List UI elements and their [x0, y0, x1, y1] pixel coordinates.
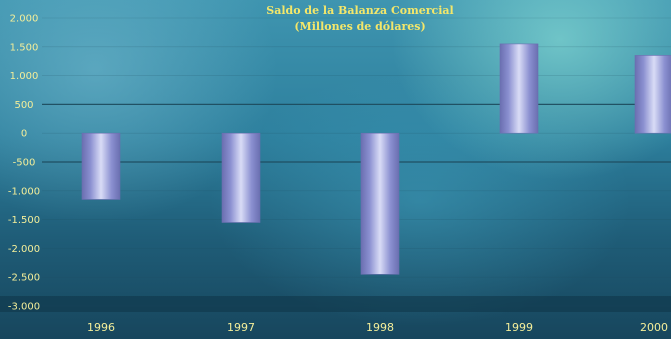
bar-1997 [221, 132, 261, 223]
x-tick-label: 1998 [366, 321, 394, 334]
y-tick-label: -3.000 [8, 302, 40, 313]
bar-1998 [360, 132, 400, 275]
bar-1996 [81, 132, 121, 200]
chart-title: Saldo de la Balanza Comercial [266, 4, 453, 17]
y-tick-label: -2.500 [8, 273, 40, 284]
bar-2000 [634, 55, 671, 134]
y-tick-label: 0 [21, 129, 27, 140]
y-tick-label: 500 [14, 100, 33, 111]
x-tick-label: 2000 [640, 321, 668, 334]
x-tick-label: 1997 [227, 321, 255, 334]
x-tick-label: 1999 [505, 321, 533, 334]
y-tick-label: -2.000 [8, 244, 40, 255]
y-tick-label: -1.500 [8, 215, 40, 226]
x-tick-label: 1996 [87, 321, 115, 334]
chart-subtitle: (Millones de dólares) [294, 20, 425, 33]
y-tick-label: -500 [13, 158, 36, 169]
y-tick-label: 1.000 [10, 71, 39, 82]
y-tick-label: 2.000 [10, 14, 39, 25]
y-tick-label: 1.500 [10, 42, 39, 53]
y-tick-label: -1.000 [8, 186, 40, 197]
floor-band [0, 296, 671, 312]
bar-1999 [499, 43, 539, 134]
